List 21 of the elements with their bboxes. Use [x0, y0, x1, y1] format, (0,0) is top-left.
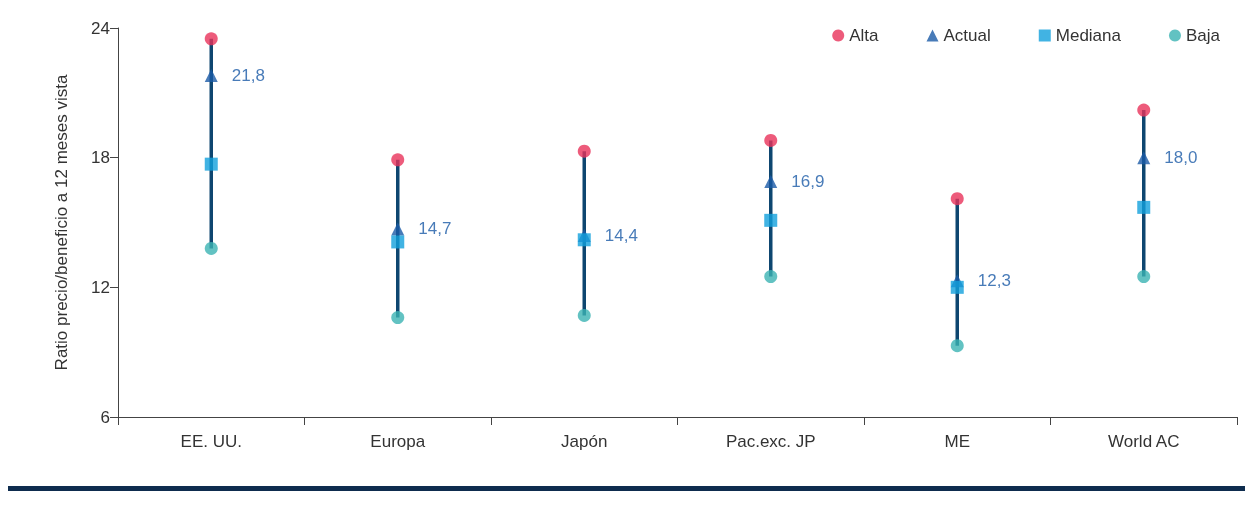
data-label: 18,0 — [1164, 148, 1198, 168]
x-tick-label: EE. UU. — [180, 432, 242, 451]
y-tick-label: 18 — [91, 148, 110, 168]
legend-label: Baja — [1185, 26, 1221, 45]
legend-label: Alta — [849, 26, 880, 45]
legend-label: Actual — [943, 26, 991, 45]
x-tick-label: World AC — [1108, 432, 1180, 451]
x-tick-label: Pac.exc. JP — [725, 432, 816, 451]
legend-label: Mediana — [1055, 26, 1122, 45]
x-tick-label: ME — [944, 432, 970, 451]
x-tick-label: Japón — [561, 432, 608, 451]
x-tick-label: Europa — [370, 432, 426, 451]
data-label: 12,3 — [977, 271, 1011, 291]
data-label: 21,8 — [231, 66, 265, 86]
data-label: 14,7 — [418, 219, 452, 239]
y-axis-title: Ratio precio/beneficio a 12 meses vista — [51, 74, 71, 371]
y-tick-label: 12 — [91, 277, 110, 297]
data-label: 14,4 — [604, 225, 638, 245]
y-tick-label: 6 — [100, 407, 110, 427]
data-label: 16,9 — [791, 171, 825, 191]
y-tick-label: 24 — [91, 18, 110, 38]
